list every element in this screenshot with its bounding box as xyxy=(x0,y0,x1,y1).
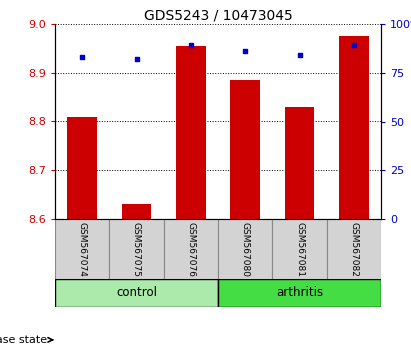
Point xyxy=(133,56,140,62)
Point xyxy=(187,42,194,48)
Bar xyxy=(164,219,218,279)
Bar xyxy=(339,36,369,219)
Bar xyxy=(327,219,381,279)
Text: GSM567076: GSM567076 xyxy=(186,222,195,276)
Bar xyxy=(218,219,272,279)
Bar xyxy=(55,219,109,279)
Bar xyxy=(109,219,164,279)
Text: GSM567075: GSM567075 xyxy=(132,222,141,276)
Text: disease state: disease state xyxy=(0,335,47,345)
Bar xyxy=(67,116,97,219)
Bar xyxy=(272,219,327,279)
Point xyxy=(296,52,303,58)
Bar xyxy=(122,204,151,219)
Point xyxy=(79,54,85,60)
Text: GSM567080: GSM567080 xyxy=(241,222,249,276)
Point xyxy=(351,42,357,48)
Point xyxy=(242,48,249,54)
Text: GSM567074: GSM567074 xyxy=(78,222,87,276)
Bar xyxy=(176,46,206,219)
Text: GSM567081: GSM567081 xyxy=(295,222,304,276)
Bar xyxy=(284,107,314,219)
Text: arthritis: arthritis xyxy=(276,286,323,299)
Bar xyxy=(218,279,381,307)
Bar xyxy=(55,279,218,307)
Title: GDS5243 / 10473045: GDS5243 / 10473045 xyxy=(143,9,292,23)
Bar xyxy=(230,80,260,219)
Text: GSM567082: GSM567082 xyxy=(349,222,358,276)
Text: control: control xyxy=(116,286,157,299)
